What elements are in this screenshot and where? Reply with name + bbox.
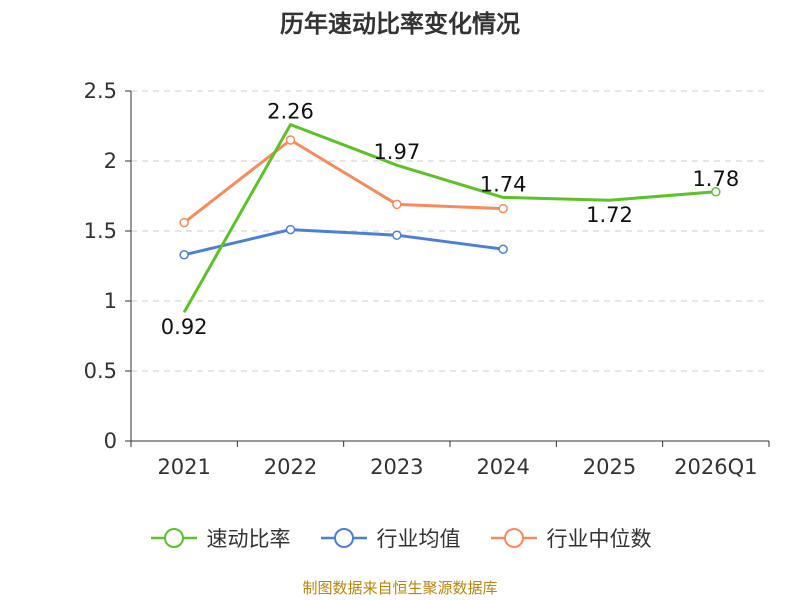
legend-line-icon bbox=[320, 528, 367, 548]
data-point bbox=[392, 230, 402, 240]
series-line-1 bbox=[183, 228, 504, 257]
data-label: 1.97 bbox=[373, 140, 420, 164]
data-point bbox=[179, 250, 189, 260]
legend-item-1[interactable]: 行业均值 bbox=[319, 523, 461, 553]
legend-item-0[interactable]: 速动比率 bbox=[149, 523, 291, 553]
data-point bbox=[498, 244, 508, 254]
data-point bbox=[711, 187, 721, 197]
x-tick-label: 2021 bbox=[157, 455, 210, 479]
data-label: 2.26 bbox=[267, 100, 314, 124]
y-tick-label: 2.5 bbox=[84, 79, 117, 103]
series-line-0 bbox=[182, 123, 716, 313]
x-tick-label: 2022 bbox=[264, 455, 317, 479]
data-label: 1.74 bbox=[480, 172, 527, 196]
y-tick-label: 1 bbox=[104, 289, 117, 313]
data-point bbox=[179, 217, 189, 228]
series-line-2 bbox=[183, 138, 504, 224]
data-label: 0.92 bbox=[161, 315, 208, 339]
y-tick-label: 2 bbox=[104, 149, 117, 173]
x-tick-label: 2024 bbox=[476, 455, 529, 479]
source-note: 制图数据来自恒生聚源数据库 bbox=[302, 579, 498, 597]
data-point bbox=[498, 203, 508, 214]
y-tick-label: 0.5 bbox=[84, 359, 117, 383]
data-point bbox=[285, 224, 296, 235]
data-point bbox=[285, 135, 296, 145]
chart-title: 历年速动比率变化情况 bbox=[280, 10, 520, 38]
legend: 速动比率 行业均值 行业中位数 bbox=[0, 520, 800, 556]
line-chart: 0 0.5 1 1.5 2 2.5 2021 2022 2023 2024 2025 2026Q1 0.… bbox=[84, 79, 770, 479]
legend-line-icon bbox=[150, 528, 197, 548]
data-label: 1.72 bbox=[586, 203, 633, 227]
y-tick-label: 1.5 bbox=[84, 219, 117, 243]
x-tick-label: 2025 bbox=[583, 455, 636, 479]
legend-item-2[interactable]: 行业中位数 bbox=[489, 523, 652, 553]
data-label: 1.78 bbox=[692, 167, 739, 191]
y-tick-label: 0 bbox=[104, 429, 117, 453]
legend-label: 行业中位数 bbox=[546, 527, 652, 551]
legend-label: 行业均值 bbox=[376, 527, 461, 551]
legend-line-icon bbox=[490, 528, 537, 548]
x-tick-label: 2023 bbox=[370, 455, 423, 479]
data-point bbox=[392, 199, 402, 210]
legend-label: 速动比率 bbox=[206, 527, 291, 551]
x-tick-label: 2026Q1 bbox=[674, 455, 757, 479]
